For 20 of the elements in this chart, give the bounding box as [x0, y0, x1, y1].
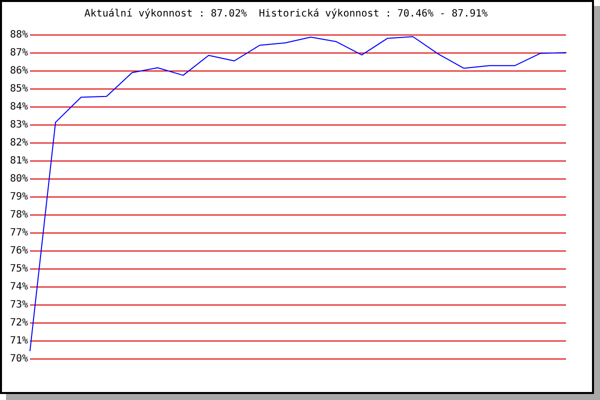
y-tick-label: 75%: [10, 264, 28, 275]
y-tick-label: 70%: [10, 354, 28, 365]
y-tick-label: 80%: [10, 174, 28, 185]
y-tick-label: 87%: [10, 48, 28, 59]
y-tick-label: 86%: [10, 66, 28, 77]
y-tick-label: 82%: [10, 138, 28, 149]
y-tick-label: 81%: [10, 156, 28, 167]
chart-title: Aktuální výkonnost : 87.02% Historická výkonnost : 70.46% - 87.91%: [84, 8, 488, 20]
y-tick-label: 78%: [10, 210, 28, 221]
y-tick-label: 83%: [10, 120, 28, 131]
y-tick-label: 84%: [10, 102, 28, 113]
y-tick-label: 72%: [10, 318, 28, 329]
y-tick-label: 76%: [10, 246, 28, 257]
y-tick-label: 71%: [10, 336, 28, 347]
y-tick-label: 79%: [10, 192, 28, 203]
y-tick-label: 74%: [10, 282, 28, 293]
y-tick-label: 88%: [10, 30, 28, 41]
y-tick-label: 77%: [10, 228, 28, 239]
y-tick-label: 73%: [10, 300, 28, 311]
y-tick-label: 85%: [10, 84, 28, 95]
